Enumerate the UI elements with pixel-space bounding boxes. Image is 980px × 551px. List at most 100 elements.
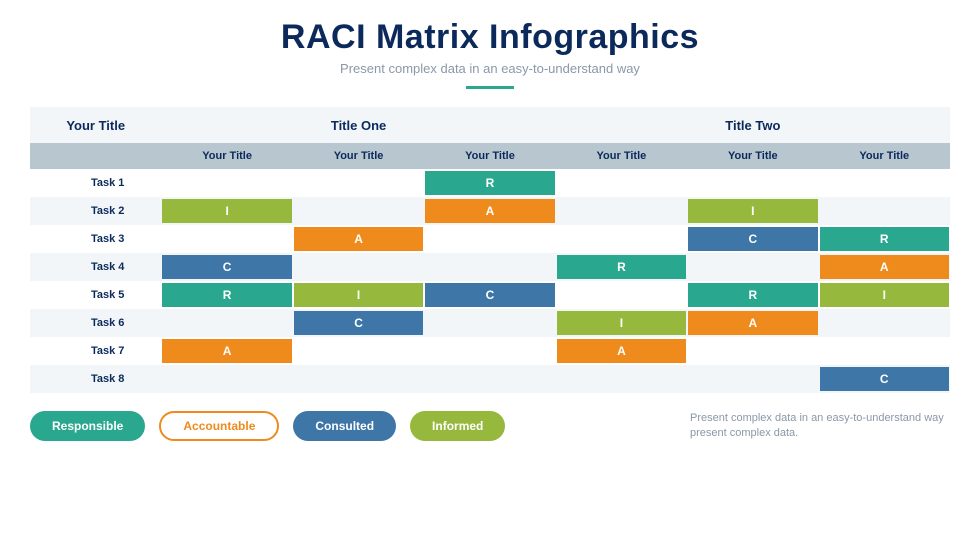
raci-cell-a: A — [820, 255, 949, 279]
column-header-3: Your Title — [556, 143, 687, 169]
cell — [293, 365, 424, 393]
cell — [161, 309, 292, 337]
cell: R — [687, 281, 818, 309]
row-label-header: Your Title — [30, 107, 161, 143]
cell: I — [293, 281, 424, 309]
cell — [161, 225, 292, 253]
raci-cell-i: I — [557, 311, 686, 335]
cell: A — [556, 337, 687, 365]
cell: I — [687, 197, 818, 225]
table-row: Task 2IAI — [30, 197, 950, 225]
raci-cell-c: C — [294, 311, 423, 335]
cell — [293, 169, 424, 197]
cell: A — [424, 197, 555, 225]
raci-cell-a: A — [557, 339, 686, 363]
column-header-2: Your Title — [424, 143, 555, 169]
table-row: Task 8 C — [30, 365, 950, 393]
cell: I — [161, 197, 292, 225]
legend-pill-informed: Informed — [410, 411, 505, 441]
cell — [424, 309, 555, 337]
raci-cell-r: R — [820, 227, 949, 251]
table-head: Your TitleTitle OneTitle TwoYour TitleYo… — [30, 107, 950, 169]
cell: A — [687, 309, 818, 337]
page-subtitle: Present complex data in an easy-to-under… — [0, 61, 980, 76]
row-label: Task 8 — [30, 365, 161, 393]
cell: C — [687, 225, 818, 253]
legend-pill-responsible: Responsible — [30, 411, 145, 441]
cell: I — [556, 309, 687, 337]
raci-matrix: Your TitleTitle OneTitle TwoYour TitleYo… — [30, 107, 950, 393]
row-label: Task 2 — [30, 197, 161, 225]
raci-cell-c: C — [688, 227, 817, 251]
row-label: Task 6 — [30, 309, 161, 337]
cell — [819, 309, 950, 337]
raci-cell-i: I — [294, 283, 423, 307]
cell — [556, 169, 687, 197]
row-label: Task 3 — [30, 225, 161, 253]
raci-cell-a: A — [162, 339, 291, 363]
cell — [424, 337, 555, 365]
raci-cell-r: R — [162, 283, 291, 307]
cell — [556, 281, 687, 309]
raci-cell-r: R — [557, 255, 686, 279]
title-underline — [466, 86, 514, 89]
cell: R — [424, 169, 555, 197]
table-body: Task 1RTask 2IAITask 3ACRTask 4CRATask 5… — [30, 169, 950, 393]
cell — [424, 365, 555, 393]
cell — [687, 337, 818, 365]
raci-cell-a: A — [688, 311, 817, 335]
footer-text: Present complex data in an easy-to-under… — [690, 411, 950, 442]
cell — [556, 225, 687, 253]
row-label: Task 7 — [30, 337, 161, 365]
cell — [293, 253, 424, 281]
raci-cell-i: I — [820, 283, 949, 307]
cell: C — [424, 281, 555, 309]
column-header-1: Your Title — [293, 143, 424, 169]
column-header-4: Your Title — [687, 143, 818, 169]
cell: C — [819, 365, 950, 393]
cell: A — [819, 253, 950, 281]
table-row: Task 1 R — [30, 169, 950, 197]
cell — [161, 169, 292, 197]
raci-table: Your TitleTitle OneTitle TwoYour TitleYo… — [30, 107, 950, 393]
row-label: Task 5 — [30, 281, 161, 309]
header: RACI Matrix Infographics Present complex… — [0, 0, 980, 89]
raci-cell-c: C — [425, 283, 554, 307]
cell — [819, 197, 950, 225]
column-header-5: Your Title — [819, 143, 950, 169]
cell: A — [293, 225, 424, 253]
cell — [293, 197, 424, 225]
table-row: Task 5RICRI — [30, 281, 950, 309]
table-row: Task 4C R A — [30, 253, 950, 281]
raci-cell-a: A — [425, 199, 554, 223]
raci-cell-r: R — [688, 283, 817, 307]
cell — [161, 365, 292, 393]
sub-header-blank — [30, 143, 161, 169]
cell: A — [161, 337, 292, 365]
cell: C — [293, 309, 424, 337]
cell — [424, 225, 555, 253]
sub-header-row: Your TitleYour TitleYour TitleYour Title… — [30, 143, 950, 169]
cell — [556, 197, 687, 225]
raci-cell-i: I — [162, 199, 291, 223]
cell: R — [819, 225, 950, 253]
cell — [556, 365, 687, 393]
cell — [819, 337, 950, 365]
cell — [687, 253, 818, 281]
cell: C — [161, 253, 292, 281]
legend-row: ResponsibleAccountableConsultedInformedP… — [30, 411, 950, 442]
cell — [687, 365, 818, 393]
cell: I — [819, 281, 950, 309]
cell — [424, 253, 555, 281]
raci-cell-i: I — [688, 199, 817, 223]
cell — [293, 337, 424, 365]
page-title: RACI Matrix Infographics — [0, 18, 980, 57]
cell: R — [556, 253, 687, 281]
row-label: Task 4 — [30, 253, 161, 281]
group-header-1: Title Two — [556, 107, 950, 143]
table-row: Task 6 C IA — [30, 309, 950, 337]
row-label: Task 1 — [30, 169, 161, 197]
legend-pill-accountable: Accountable — [159, 411, 279, 441]
group-header-row: Your TitleTitle OneTitle Two — [30, 107, 950, 143]
raci-cell-r: R — [425, 171, 554, 195]
